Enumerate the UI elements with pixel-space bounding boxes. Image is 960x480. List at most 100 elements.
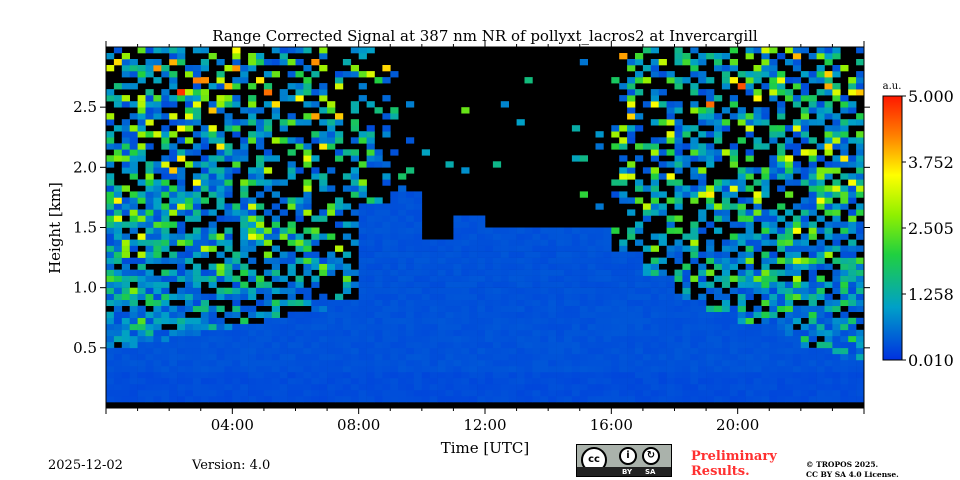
heatmap-cell — [342, 389, 352, 397]
heatmap-cell — [145, 113, 154, 120]
heatmap-cell — [192, 341, 202, 349]
heatmap-cell — [642, 293, 652, 301]
heatmap-cell — [682, 275, 691, 282]
heatmap-cell — [137, 317, 146, 325]
heatmap-cell — [785, 347, 794, 355]
heatmap-cell — [848, 347, 857, 355]
heatmap-cell — [500, 233, 509, 240]
heatmap-cell — [224, 329, 233, 337]
version-label: Version: 4.0 — [192, 458, 271, 473]
heatmap-cell — [619, 311, 628, 319]
heatmap-cell — [169, 269, 178, 276]
heatmap-cell — [761, 59, 770, 66]
heatmap-cell — [453, 396, 462, 403]
heatmap-cell — [729, 179, 738, 186]
heatmap-cell — [271, 191, 280, 198]
heatmap-cell — [350, 329, 359, 337]
heatmap-cell — [256, 131, 265, 138]
heatmap-cell — [595, 239, 604, 246]
heatmap-cell — [342, 305, 352, 313]
heatmap-cell — [145, 221, 154, 228]
heatmap-cell — [856, 113, 865, 120]
heatmap-cell — [335, 197, 344, 204]
heatmap-cell — [714, 131, 723, 138]
heatmap-cell — [516, 257, 525, 264]
heatmap-cell — [564, 347, 573, 355]
heatmap-cell — [603, 251, 612, 258]
heatmap-cell — [287, 311, 296, 319]
heatmap-cell — [714, 65, 723, 72]
heatmap-cell — [674, 197, 683, 204]
heatmap-cell — [666, 215, 675, 222]
heatmap-cell — [279, 287, 288, 295]
heatmap-cell — [232, 215, 241, 222]
heatmap-cell — [216, 359, 225, 367]
heatmap-cell — [500, 287, 509, 295]
heatmap-cell — [777, 287, 786, 295]
heatmap-cell — [263, 131, 273, 138]
heatmap-cell — [548, 389, 557, 397]
heatmap-cell — [635, 371, 644, 379]
heatmap-cell — [169, 371, 178, 379]
heatmap-cell — [208, 396, 217, 403]
heatmap-cell — [169, 353, 178, 361]
heatmap-cell — [121, 149, 130, 156]
heatmap-cell — [540, 239, 549, 246]
heatmap-cell — [469, 275, 478, 282]
heatmap-cell — [177, 257, 186, 264]
heatmap-cell — [627, 329, 636, 337]
heatmap-cell — [777, 359, 786, 367]
heatmap-cell — [492, 396, 502, 403]
heatmap-cell — [390, 251, 399, 258]
heatmap-cell — [729, 305, 738, 313]
heatmap-cell — [721, 125, 731, 132]
heatmap-cell — [421, 341, 430, 349]
heatmap-cell — [824, 167, 833, 174]
heatmap-cell — [745, 173, 754, 180]
heatmap-cell — [666, 359, 675, 367]
heatmap-cell — [627, 323, 636, 331]
heatmap-cell — [769, 365, 778, 373]
heatmap-cell — [619, 299, 628, 307]
heatmap-cell — [256, 377, 265, 385]
heatmap-cell — [737, 179, 746, 186]
heatmap-cell — [674, 59, 683, 66]
heatmap-cell — [737, 257, 746, 264]
heatmap-cell — [579, 377, 588, 385]
heatmap-cell — [200, 377, 209, 385]
heatmap-cell — [753, 89, 762, 96]
heatmap-cell — [777, 377, 786, 385]
heatmap-cell — [177, 89, 186, 96]
heatmap-cell — [358, 377, 367, 385]
heatmap-cell — [216, 293, 225, 301]
heatmap-cell — [571, 383, 581, 391]
heatmap-cell — [682, 143, 691, 150]
heatmap-cell — [327, 305, 336, 313]
heatmap-cell — [579, 245, 588, 252]
heatmap-cell — [816, 227, 825, 234]
heatmap-cell — [729, 329, 738, 337]
heatmap-cell — [469, 281, 478, 288]
heatmap-cell — [658, 305, 667, 313]
heatmap-cell — [256, 155, 265, 162]
heatmap-cell — [287, 347, 296, 355]
heatmap-cell — [761, 396, 770, 403]
heatmap-cell — [374, 149, 383, 156]
heatmap-cell — [358, 281, 367, 288]
heatmap-cell — [129, 239, 138, 246]
heatmap-cell — [366, 209, 375, 216]
heatmap-cell — [785, 209, 794, 216]
heatmap-cell — [121, 317, 130, 325]
heatmap-cell — [129, 209, 138, 216]
heatmap-cell — [500, 329, 509, 337]
heatmap-cell — [145, 257, 154, 264]
heatmap-cell — [729, 149, 738, 156]
heatmap-cell — [216, 365, 225, 373]
heatmap-cell — [792, 227, 802, 234]
heatmap-cell — [382, 341, 391, 349]
heatmap-cell — [279, 341, 288, 349]
heatmap-cell — [374, 155, 383, 162]
heatmap-cell — [745, 113, 754, 120]
heatmap-cell — [785, 269, 794, 276]
heatmap-cell — [303, 83, 312, 90]
